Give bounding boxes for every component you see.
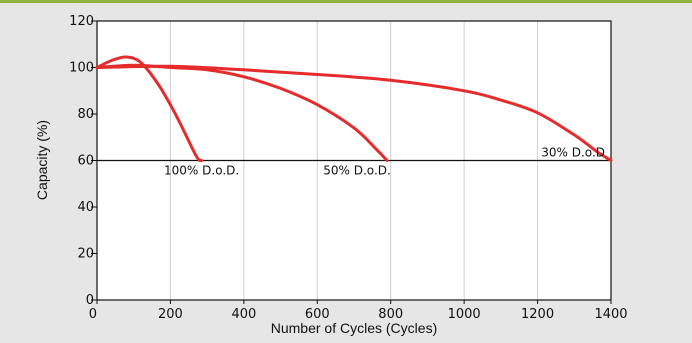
x-tick-label: 1200 <box>521 307 554 322</box>
x-tick-label: 800 <box>378 307 403 322</box>
y-tick-label: 80 <box>77 107 94 122</box>
series-line <box>95 64 613 162</box>
x-tick-label: 200 <box>158 307 183 322</box>
series-label: 50% D.o.D. <box>323 164 391 178</box>
y-tick-label: 60 <box>77 154 94 169</box>
y-tick-label: 100 <box>69 61 94 76</box>
y-axis-label: Capacity (%) <box>34 120 50 200</box>
x-tick-label: 400 <box>231 307 256 322</box>
series-line <box>95 55 204 163</box>
y-tick-label: 0 <box>86 293 94 308</box>
series-label: 100% D.o.D. <box>164 164 239 178</box>
series-label: 30% D.o.D <box>541 146 605 160</box>
x-tick-label: 0 <box>89 307 97 322</box>
y-tick-label: 20 <box>77 247 94 262</box>
top-accent-strip <box>0 0 692 3</box>
series-layer <box>95 55 613 163</box>
x-tick-label: 1400 <box>594 307 627 322</box>
x-tick-label: 600 <box>305 307 330 322</box>
x-axis-label: Number of Cycles (Cycles) <box>271 320 437 336</box>
x-tick-label: 1000 <box>448 307 481 322</box>
y-tick-label: 120 <box>69 14 94 29</box>
y-tick-label: 40 <box>77 200 94 215</box>
